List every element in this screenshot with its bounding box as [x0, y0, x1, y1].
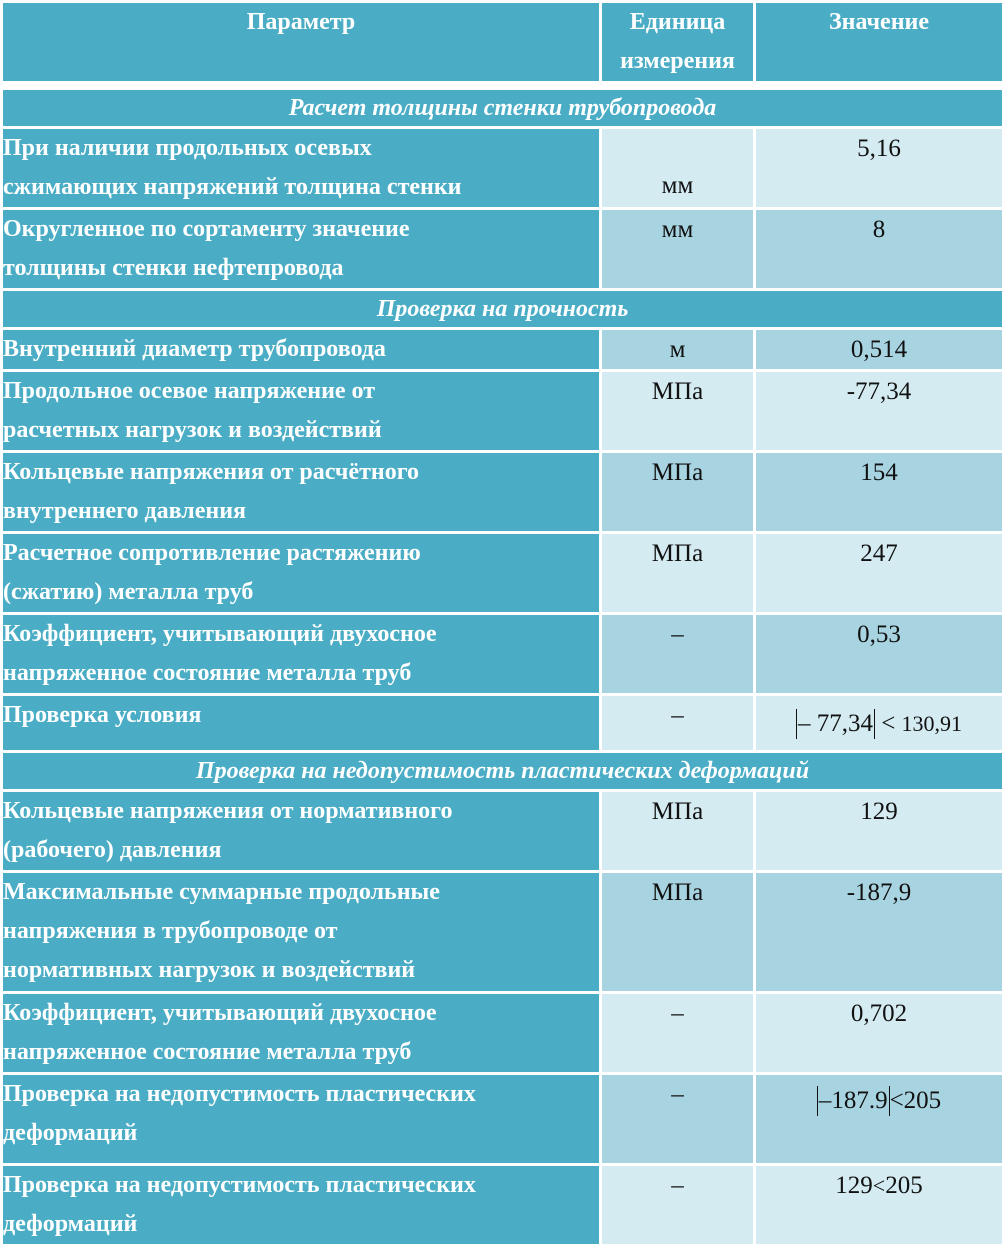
table-row: Кольцевые напряжения от расчётного внутр…: [3, 453, 1002, 531]
header-param: Параметр: [3, 3, 599, 81]
section-title: Проверка на прочность: [3, 291, 1002, 327]
section-row: Проверка на прочность: [3, 291, 1002, 327]
comparison-operator: <: [889, 1087, 904, 1114]
param-line: (рабочего) давления: [3, 837, 222, 863]
param-line: деформаций: [3, 1120, 138, 1146]
table-header-row: Параметр Единица измерения Значение: [3, 3, 1002, 81]
param-line: Продольное осевое напряжение от: [3, 378, 376, 404]
param-line: Кольцевые напряжения от расчётного: [3, 459, 420, 485]
table-row: Внутренний диаметр трубопровода м 0,514: [3, 330, 1002, 369]
row-parameter: Проверка условия: [3, 696, 599, 750]
section-title: Проверка на недопустимость пластических …: [3, 753, 1002, 789]
section-row: Расчет толщины стенки трубопровода: [3, 90, 1002, 126]
row-unit: МПа: [602, 873, 753, 991]
row-parameter: При наличии продольных осевых сжимающих …: [3, 129, 599, 207]
comparison-operator: <: [881, 710, 896, 737]
header-value: Значение: [756, 3, 1002, 81]
param-line: При наличии продольных осевых: [3, 135, 372, 161]
param-line: деформаций: [3, 1211, 138, 1237]
row-parameter: Кольцевые напряжения от нормативного (ра…: [3, 792, 599, 870]
row-parameter: Продольное осевое напряжение от расчетны…: [3, 372, 599, 450]
section-title: Расчет толщины стенки трубопровода: [3, 90, 1002, 126]
table-row: Продольное осевое напряжение от расчетны…: [3, 372, 1002, 450]
param-line: сжимающих напряжений толщина стенки: [3, 174, 462, 200]
row-value: 0,702: [756, 994, 1002, 1072]
param-line: расчетных нагрузок и воздействий: [3, 417, 382, 443]
section-row: Проверка на недопустимость пластических …: [3, 753, 1002, 789]
row-value: 129: [756, 792, 1002, 870]
comparison-rhs: 205: [903, 1087, 942, 1114]
param-line: Проверка на недопустимость пластических: [3, 1081, 476, 1107]
table-row: Проверка на недопустимость пластических …: [3, 1075, 1002, 1163]
row-value: -77,34: [756, 372, 1002, 450]
row-unit: мм: [602, 129, 753, 207]
header-unit: Единица измерения: [602, 3, 753, 81]
row-unit: –: [602, 1166, 753, 1244]
table-row: Округленное по сортаменту значение толщи…: [3, 210, 1002, 288]
row-value: 129<205: [756, 1166, 1002, 1244]
table-row: Расчетное сопротивление растяжению (сжат…: [3, 534, 1002, 612]
row-unit: МПа: [602, 372, 753, 450]
row-parameter: Коэффициент, учитывающий двухосное напря…: [3, 994, 599, 1072]
row-value: 247: [756, 534, 1002, 612]
table-row: Коэффициент, учитывающий двухосное напря…: [3, 615, 1002, 693]
param-line: Коэффициент, учитывающий двухосное: [3, 621, 437, 647]
row-unit: МПа: [602, 534, 753, 612]
param-line: Округленное по сортаменту значение: [3, 216, 410, 242]
param-line: Проверка на недопустимость пластических: [3, 1172, 476, 1198]
param-line: Коэффициент, учитывающий двухосное: [3, 1000, 437, 1026]
table-row: Проверка условия – – 77,34 < 130,91: [3, 696, 1002, 750]
param-line: внутреннего давления: [3, 498, 247, 524]
row-value: 0,53: [756, 615, 1002, 693]
param-line: Проверка условия: [3, 702, 202, 728]
comparison-operator: <: [872, 1173, 886, 1198]
abs-value: –187.9: [816, 1086, 890, 1116]
row-unit: –: [602, 696, 753, 750]
row-value: 154: [756, 453, 1002, 531]
row-value: -187,9: [756, 873, 1002, 991]
param-line: (сжатию) металла труб: [3, 579, 254, 605]
row-unit: –: [602, 615, 753, 693]
abs-value: – 77,34: [795, 709, 875, 739]
row-value: 0,514: [756, 330, 1002, 369]
param-line: Кольцевые напряжения от нормативного: [3, 798, 453, 824]
comparison-rhs: 205: [885, 1172, 923, 1199]
param-line: Расчетное сопротивление растяжению: [3, 540, 421, 566]
param-line: напряженное состояние металла труб: [3, 660, 412, 686]
row-unit: –: [602, 994, 753, 1072]
param-line: Внутренний диаметр трубопровода: [3, 336, 386, 362]
row-parameter: Внутренний диаметр трубопровода: [3, 330, 599, 369]
param-line: напряжения в трубопроводе от: [3, 918, 338, 944]
row-value: –187.9<205: [756, 1075, 1002, 1163]
row-parameter: Расчетное сопротивление растяжению (сжат…: [3, 534, 599, 612]
row-parameter: Кольцевые напряжения от расчётного внутр…: [3, 453, 599, 531]
row-value: 5,16: [756, 129, 1002, 207]
row-value: – 77,34 < 130,91: [756, 696, 1002, 750]
param-line: толщины стенки нефтепровода: [3, 255, 344, 281]
row-unit: м: [602, 330, 753, 369]
table-row: Коэффициент, учитывающий двухосное напря…: [3, 994, 1002, 1072]
row-unit: МПа: [602, 792, 753, 870]
param-line: Максимальные суммарные продольные: [3, 879, 440, 905]
row-unit: мм: [602, 210, 753, 288]
table-row: Проверка на недопустимость пластических …: [3, 1166, 1002, 1244]
header-unit-line2: измерения: [620, 48, 735, 74]
row-unit: МПа: [602, 453, 753, 531]
comparison-rhs: 130,91: [901, 711, 963, 736]
row-parameter: Коэффициент, учитывающий двухосное напря…: [3, 615, 599, 693]
param-line: напряженное состояние металла труб: [3, 1039, 412, 1065]
row-parameter: Проверка на недопустимость пластических …: [3, 1166, 599, 1244]
comparison-lhs: 129: [835, 1172, 873, 1199]
table-row: Максимальные суммарные продольные напряж…: [3, 873, 1002, 991]
row-unit: –: [602, 1075, 753, 1163]
table-row: Кольцевые напряжения от нормативного (ра…: [3, 792, 1002, 870]
table-row: При наличии продольных осевых сжимающих …: [3, 129, 1002, 207]
row-value: 8: [756, 210, 1002, 288]
row-parameter: Проверка на недопустимость пластических …: [3, 1075, 599, 1163]
param-line: нормативных нагрузок и воздействий: [3, 957, 416, 983]
row-parameter: Округленное по сортаменту значение толщи…: [3, 210, 599, 288]
row-parameter: Максимальные суммарные продольные напряж…: [3, 873, 599, 991]
header-unit-line1: Единица: [629, 9, 726, 35]
